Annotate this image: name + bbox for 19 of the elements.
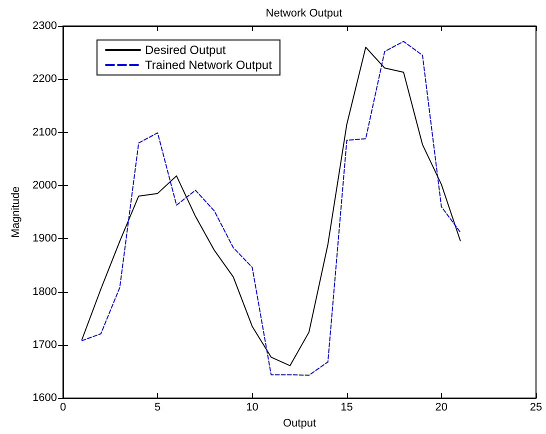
x-tick-label: 25 (530, 402, 542, 414)
x-tick-label: 15 (340, 402, 353, 414)
x-tick-label: 5 (154, 402, 161, 414)
y-axis-title: Magnitude (10, 186, 22, 238)
legend-label: Trained Network Output (145, 58, 273, 72)
x-tick-label: 0 (60, 402, 66, 414)
y-tick-label: 2100 (32, 126, 57, 138)
y-tick-label: 1700 (32, 338, 57, 351)
y-tick-label: 1800 (32, 286, 57, 298)
x-tick-label: 20 (435, 402, 448, 414)
legend-label: Desired Output (145, 43, 226, 57)
y-tick-label: 2300 (32, 20, 57, 32)
y-tick-label: 1900 (32, 232, 57, 245)
x-tick-label: 10 (246, 402, 258, 414)
x-axis-title: Output (282, 418, 316, 430)
chart-title: Network Output (266, 8, 342, 20)
y-tick-label: 1600 (32, 392, 57, 404)
y-tick-label: 2200 (32, 73, 57, 86)
y-tick-label: 2000 (32, 179, 57, 192)
